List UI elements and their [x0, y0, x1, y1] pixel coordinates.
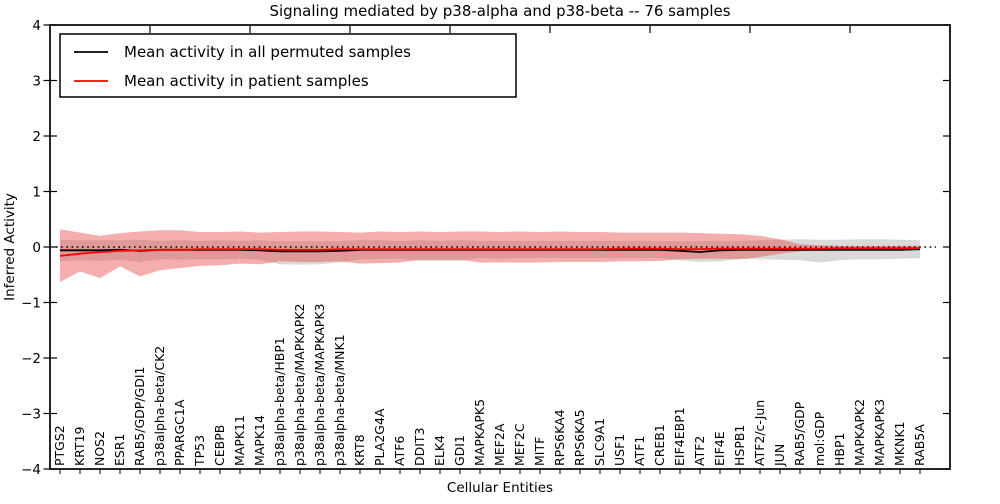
x-category-label: KRT8	[352, 434, 367, 466]
y-tick-label: 1	[32, 184, 41, 200]
x-category-label: RPS6KA4	[552, 409, 567, 466]
x-category-label: NOS2	[92, 431, 107, 466]
x-category-label: RAB5/GDP	[792, 401, 807, 466]
x-category-label: mol:GDP	[812, 411, 827, 466]
x-category-label: CREB1	[652, 424, 667, 466]
x-category-label: EIF4E	[712, 431, 727, 466]
y-tick-label: 4	[32, 18, 41, 34]
x-category-label: KRT19	[72, 426, 87, 466]
x-category-label: ATF1	[632, 436, 647, 466]
series-lines	[59, 247, 921, 257]
x-category-label: GDI1	[452, 435, 467, 466]
x-category-label: ATF2/c-Jun	[752, 400, 767, 466]
x-category-label: MAPK14	[252, 415, 267, 466]
y-tick-label: −4	[21, 462, 41, 478]
legend-permuted-label: Mean activity in all permuted samples	[124, 43, 411, 61]
x-category-label: PPARGC1A	[172, 399, 187, 466]
y-tick-labels: 4 3 2 1 0 −1 −2 −3 −4	[21, 18, 41, 478]
x-category-label: MITF	[532, 437, 547, 466]
x-category-label: JUN	[772, 444, 787, 467]
legend-box	[59, 33, 517, 98]
x-category-label: ATF6	[392, 436, 407, 466]
x-category-label: USF1	[612, 434, 627, 466]
x-category-label: PTGS2	[52, 425, 67, 466]
x-category-label: EIF4EBP1	[672, 407, 687, 466]
x-category-label: p38alpha-beta/CK2	[152, 346, 167, 466]
band-permuted	[60, 239, 920, 265]
chart-title: Signaling mediated by p38-alpha and p38-…	[269, 2, 730, 20]
x-category-label: PLA2G4A	[372, 408, 387, 466]
x-category-label: p38alpha-beta/HBP1	[272, 337, 287, 466]
x-category-label: ELK4	[432, 435, 447, 466]
x-category-label: RAB5A	[912, 424, 927, 466]
x-category-label: MAPKAPK3	[872, 399, 887, 466]
legend: Mean activity in all permuted samples Me…	[59, 33, 517, 98]
x-category-label: MAPKAPK5	[472, 399, 487, 466]
x-category-label: p38alpha-beta/MAPKAPK2	[292, 304, 307, 467]
x-category-label: ATF2	[692, 436, 707, 466]
x-category-label: MKNK1	[892, 422, 907, 466]
x-category-label: p38alpha-beta/MNK1	[332, 334, 347, 466]
legend-patient-label: Mean activity in patient samples	[124, 72, 369, 90]
x-category-label: SLC9A1	[592, 418, 607, 466]
y-axis-label: Inferred Activity	[2, 193, 18, 301]
x-category-label: MEF2A	[492, 423, 507, 466]
line-patient	[59, 247, 920, 257]
y-tick-label: 0	[32, 240, 41, 256]
confidence-bands	[60, 229, 920, 282]
x-category-label: ESR1	[112, 434, 127, 466]
x-axis-label: Cellular Entities	[447, 480, 553, 496]
x-category-label: MAPK11	[232, 415, 247, 466]
x-category-label: MAPKAPK2	[852, 399, 867, 466]
y-tick-label: 2	[32, 129, 41, 145]
x-category-label: p38alpha-beta/MAPKAPK3	[312, 304, 327, 467]
x-category-label: MEF2C	[512, 423, 527, 466]
x-category-label: HSPB1	[732, 425, 747, 466]
y-tick-label: −3	[21, 406, 41, 422]
y-tick-label: 3	[32, 73, 41, 89]
x-category-label: TP53	[192, 435, 207, 467]
axis-ticks	[43, 24, 951, 474]
x-category-label: HBP1	[832, 433, 847, 466]
y-tick-label: −2	[21, 351, 41, 367]
band-patient	[60, 229, 920, 282]
x-category-label: RAB5/GDP/GDI1	[132, 367, 147, 466]
x-category-label: DDIT3	[412, 427, 427, 466]
y-tick-label: −1	[21, 295, 41, 311]
x-category-labels: PTGS2 KRT19 NOS2 ESR1 RAB5/GDP/GDI1 p38alpha-…	[52, 304, 927, 468]
x-category-label: CEBPB	[212, 425, 227, 466]
x-category-label: RPS6KA5	[572, 409, 587, 466]
